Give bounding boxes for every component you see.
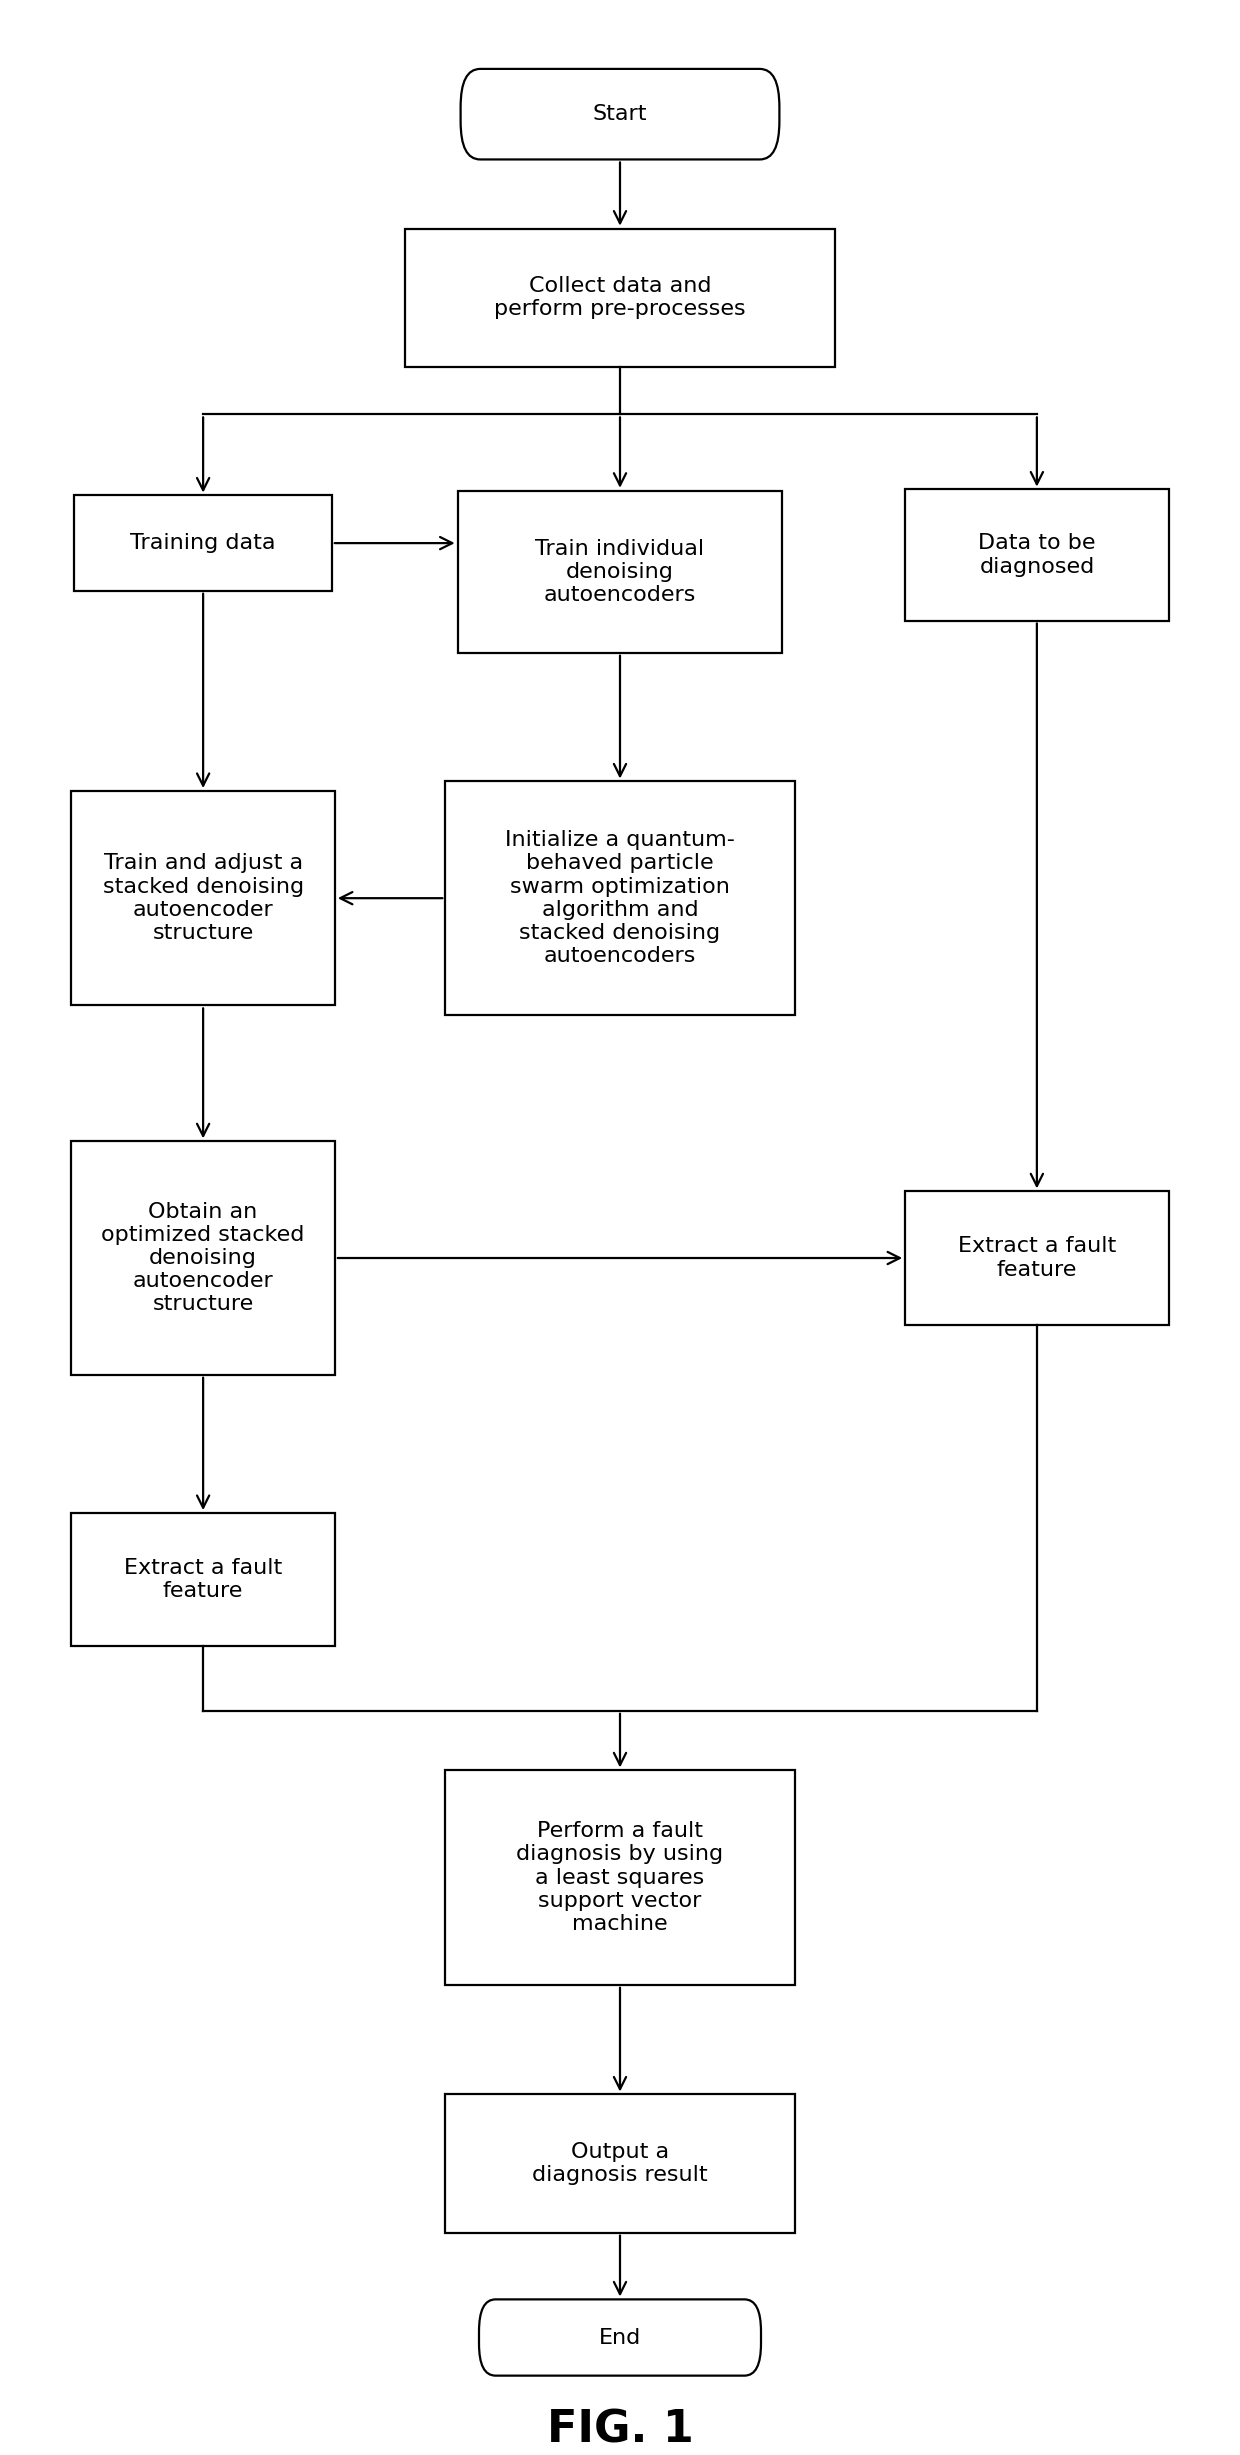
FancyBboxPatch shape (445, 1770, 795, 1984)
Text: Obtain an
optimized stacked
denoising
autoencoder
structure: Obtain an optimized stacked denoising au… (102, 1200, 305, 1313)
Text: Data to be
diagnosed: Data to be diagnosed (978, 533, 1096, 577)
Text: Train individual
denoising
autoencoders: Train individual denoising autoencoders (536, 538, 704, 604)
Text: End: End (599, 2327, 641, 2347)
FancyBboxPatch shape (405, 228, 835, 366)
FancyBboxPatch shape (905, 489, 1168, 621)
Text: Start: Start (593, 103, 647, 125)
FancyBboxPatch shape (458, 491, 782, 653)
FancyBboxPatch shape (445, 781, 795, 1014)
Text: Output a
diagnosis result: Output a diagnosis result (532, 2141, 708, 2185)
FancyBboxPatch shape (905, 1191, 1168, 1326)
FancyBboxPatch shape (479, 2300, 761, 2376)
FancyBboxPatch shape (74, 496, 332, 592)
Text: Extract a fault
feature: Extract a fault feature (124, 1559, 283, 1601)
FancyBboxPatch shape (72, 1512, 335, 1647)
Text: Extract a fault
feature: Extract a fault feature (957, 1237, 1116, 1279)
Text: FIG. 1: FIG. 1 (547, 2408, 693, 2453)
Text: Initialize a quantum-
behaved particle
swarm optimization
algorithm and
stacked : Initialize a quantum- behaved particle s… (505, 830, 735, 967)
FancyBboxPatch shape (72, 791, 335, 1007)
Text: Collect data and
perform pre-processes: Collect data and perform pre-processes (495, 275, 745, 319)
Text: Train and adjust a
stacked denoising
autoencoder
structure: Train and adjust a stacked denoising aut… (103, 854, 304, 943)
FancyBboxPatch shape (72, 1142, 335, 1375)
Text: Training data: Training data (130, 533, 275, 552)
Text: Perform a fault
diagnosis by using
a least squares
support vector
machine: Perform a fault diagnosis by using a lea… (516, 1822, 724, 1935)
FancyBboxPatch shape (445, 2094, 795, 2232)
FancyBboxPatch shape (460, 69, 780, 160)
